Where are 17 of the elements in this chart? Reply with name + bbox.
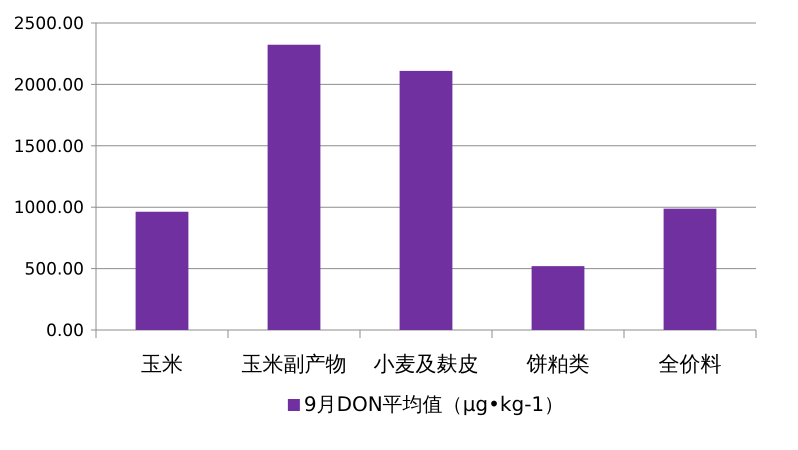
y-tick-label: 0.00 — [46, 321, 84, 341]
bar — [400, 70, 452, 330]
x-tick-label: 全价料 — [658, 352, 722, 376]
bar — [268, 44, 320, 330]
x-tick-label: 玉米副产物 — [242, 352, 346, 376]
bar — [136, 212, 188, 330]
x-tick-label: 玉米 — [141, 352, 183, 376]
x-tick-label: 饼粕类 — [526, 352, 590, 376]
bar — [664, 208, 716, 330]
x-tick-label: 小麦及麸皮 — [374, 352, 478, 376]
bar — [532, 266, 584, 330]
legend-label: 9月DON平均值（μg•kg-1） — [304, 392, 564, 416]
y-tick-label: 1000.00 — [14, 198, 84, 218]
y-tick-label: 500.00 — [24, 260, 84, 280]
y-tick-label: 1500.00 — [14, 136, 84, 157]
y-tick-label: 2000.00 — [14, 75, 84, 96]
y-tick-label: 2500.00 — [14, 14, 84, 34]
